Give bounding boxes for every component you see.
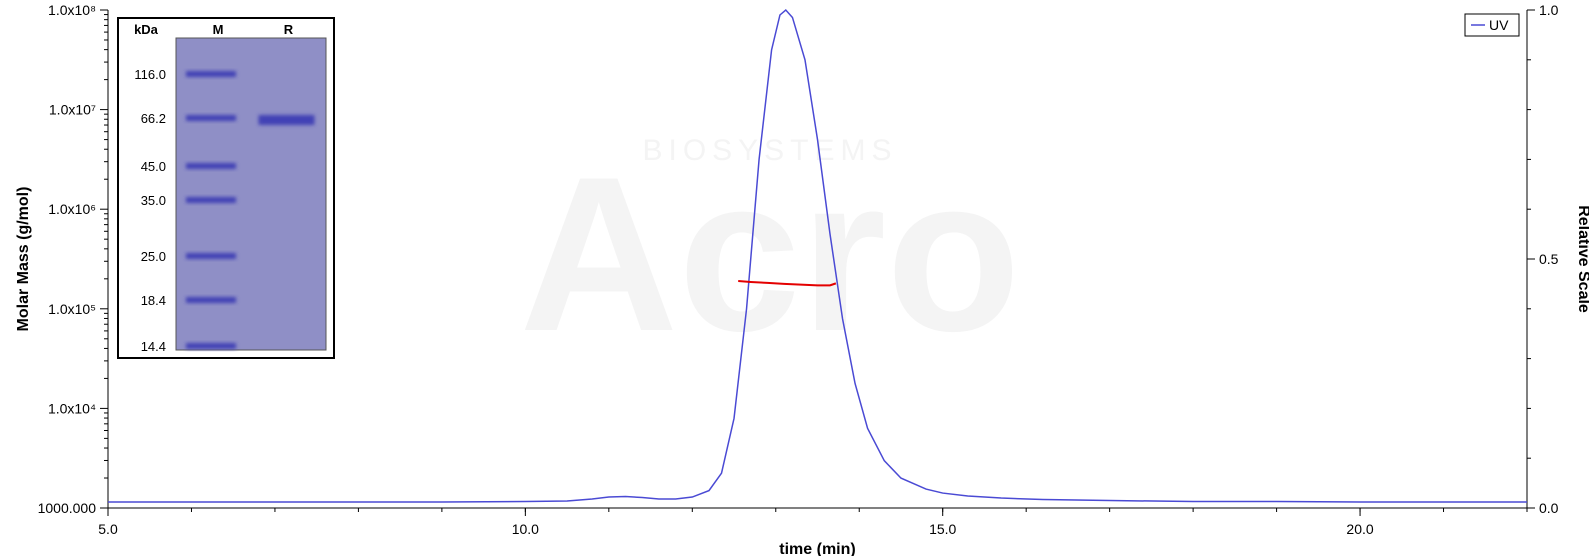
svg-text:BIOSYSTEMS: BIOSYSTEMS: [642, 134, 897, 167]
gel-marker-label: 14.4: [141, 339, 166, 354]
gel-marker-band: [186, 115, 236, 121]
y-left-tick-label: 1.0x10⁴: [48, 400, 96, 416]
gel-marker-band: [186, 71, 236, 77]
gel-marker-label: 18.4: [141, 293, 166, 308]
gel-marker-label: 45.0: [141, 159, 166, 174]
gel-marker-label: 25.0: [141, 249, 166, 264]
x-tick-label: 5.0: [98, 521, 118, 537]
gel-marker-band: [186, 297, 236, 303]
y-left-tick-label: 1.0x10⁶: [48, 201, 96, 217]
y-right-tick-label: 0.5: [1539, 251, 1559, 267]
x-tick-label: 10.0: [512, 521, 539, 537]
chromatogram-chart: AcroBIOSYSTEMS 5.0 10.0 15.0 20.0 time (min) 1…: [0, 0, 1589, 556]
y-right-tick-label: 0.0: [1539, 500, 1559, 516]
y-left-tick-label: 1000.000: [38, 500, 97, 516]
gel-marker-band: [186, 197, 236, 203]
x-tick-label: 15.0: [929, 521, 956, 537]
y-left-tick-label: 1.0x10⁷: [49, 102, 96, 118]
gel-marker-band: [186, 343, 236, 349]
gel-marker-band: [186, 163, 236, 169]
svg-text:Acro: Acro: [519, 131, 1020, 377]
gel-inset: kDa M R 116.0 66.2 45.0 35.0 25.0 18.4 14.4: [118, 18, 334, 358]
y-right-tick-label: 1.0: [1539, 2, 1559, 18]
chart-svg: AcroBIOSYSTEMS 5.0 10.0 15.0 20.0 time (min) 1…: [0, 0, 1589, 556]
gel-header-r: R: [284, 22, 294, 37]
x-axis-label: time (min): [779, 541, 855, 556]
watermark: AcroBIOSYSTEMS: [519, 131, 1020, 377]
gel-marker-band: [186, 253, 236, 259]
x-tick-label: 20.0: [1346, 521, 1373, 537]
gel-panel: [176, 38, 326, 350]
gel-sample-band: [259, 115, 315, 125]
gel-marker-label: 66.2: [141, 111, 166, 126]
y-left-tick-label: 1.0x10⁵: [48, 301, 96, 317]
gel-marker-label: 116.0: [134, 67, 166, 82]
legend-label: UV: [1489, 17, 1509, 33]
gel-marker-label: 35.0: [141, 193, 166, 208]
gel-header-m: M: [213, 22, 224, 37]
y-right-axis-label: Relative Scale: [1575, 205, 1589, 313]
y-left-axis-label: Molar Mass (g/mol): [15, 187, 32, 332]
y-left-tick-label: 1.0x10⁸: [48, 2, 96, 18]
gel-header-kda: kDa: [134, 22, 159, 37]
